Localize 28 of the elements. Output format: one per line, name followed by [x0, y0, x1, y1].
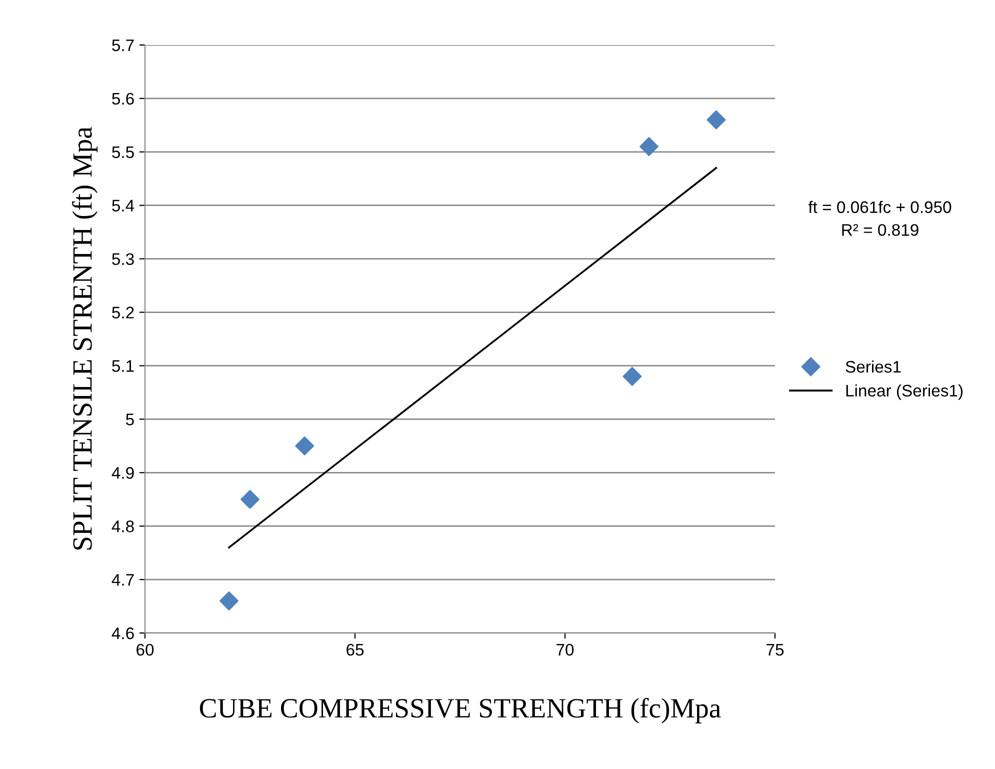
x-tick-label: 60: [136, 644, 154, 656]
x-axis-title: CUBE COMPRESSIVE STRENGTH (fc)Mpa: [200, 698, 721, 724]
point: [706, 110, 726, 130]
y-tick-label: 4.9: [112, 467, 134, 479]
point: [295, 436, 314, 456]
point: [220, 591, 238, 610]
y-tick-label: 4.7: [112, 574, 134, 586]
y-tick-label: 5.4: [112, 200, 134, 212]
legend-label: Series1: [846, 360, 901, 373]
y-tick-label: 5.5: [112, 146, 134, 158]
text: R² = 0.819: [842, 224, 918, 236]
y-tick-label: 4.8: [112, 520, 134, 532]
y-tick-label: 5.6: [112, 92, 134, 105]
point: [240, 490, 260, 509]
point: [640, 137, 658, 156]
point: [622, 366, 642, 386]
legend-label: Linear (Series1): [846, 384, 963, 400]
text: ft = 0.061fc + 0.950: [808, 200, 952, 214]
y-tick-label: 5.2: [112, 306, 134, 318]
y-tick-label: 5.7: [112, 40, 134, 52]
y-tick-label: 5.3: [112, 253, 134, 266]
y-axis-title: SPLIT TENSILE STRENTH (ft) Mpa: [72, 126, 98, 550]
y-tick-label: 5.1: [112, 360, 134, 372]
x-tick-label: 75: [766, 644, 784, 656]
y-tick-label: 5: [126, 414, 134, 426]
x-tick-label: 70: [556, 644, 574, 656]
x-tick-label: 65: [346, 644, 364, 656]
y-tick-label: 4.6: [112, 627, 134, 640]
